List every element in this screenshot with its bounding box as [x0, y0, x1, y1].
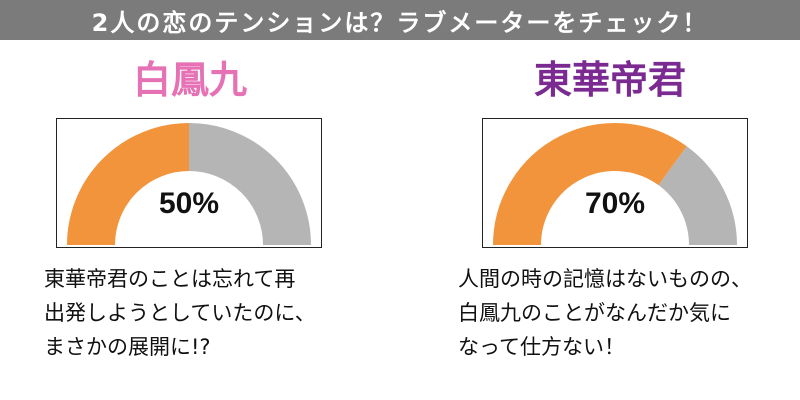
description-right: 人間の時の記憶はないものの、 白鳳九のことがなんだか気に なって仕方ない！: [458, 262, 752, 364]
description-left: 東華帝君のことは忘れて再 出発しようとしていたのに、 まさかの展開に!?: [44, 262, 316, 364]
character-name-right: 東華帝君: [533, 58, 686, 102]
love-meter-right-value: 70%: [585, 187, 645, 220]
love-meter-left: 50%: [56, 118, 322, 248]
love-meter-left-value: 50%: [159, 187, 219, 220]
description-right-line-3: なって仕方ない！: [458, 335, 625, 359]
description-right-line-1: 人間の時の記憶はないものの、: [458, 267, 752, 291]
love-meter-right-track: [657, 146, 737, 246]
love-meter-left-gauge: 50%: [67, 123, 311, 246]
character-name-left: 白鳳九: [132, 58, 247, 102]
love-meter-right-gauge: 70%: [493, 123, 737, 246]
description-left-line-3: まさかの展開に!?: [44, 335, 211, 359]
description-right-line-2: 白鳳九のことがなんだか気に: [458, 301, 731, 325]
love-meter-left-fill: [67, 123, 190, 246]
description-left-line-2: 出発しようとしていたのに、: [44, 301, 316, 325]
love-meter-right: 70%: [482, 118, 748, 248]
love-meter-right-fill: [493, 123, 687, 246]
love-meter-left-track: [188, 123, 311, 246]
description-left-line-1: 東華帝君のことは忘れて再: [44, 267, 296, 291]
page-title: 2人の恋のテンションは？ラブメーターをチェック！: [91, 8, 709, 37]
title-banner: 2人の恋のテンションは？ラブメーターをチェック！: [0, 0, 800, 40]
